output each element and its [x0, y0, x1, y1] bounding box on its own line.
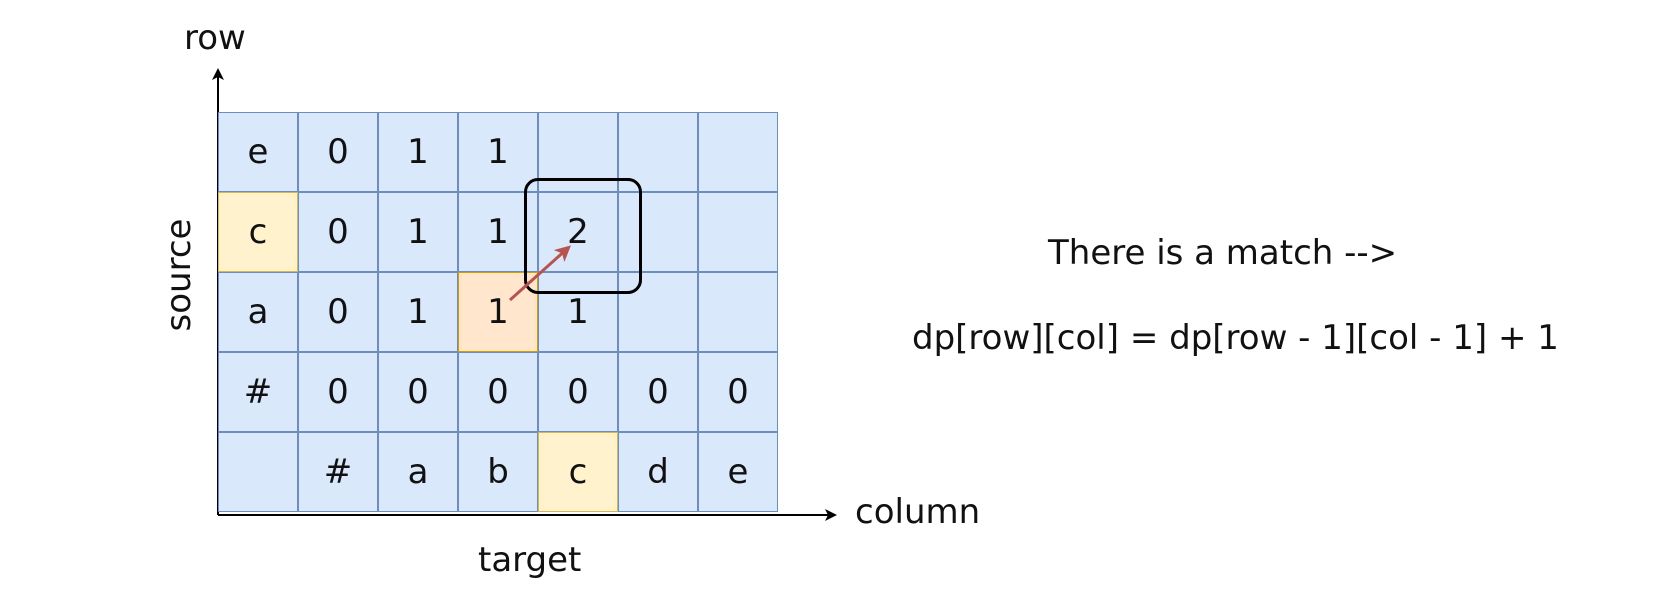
grid-cell-r2-c2: 1 [378, 272, 458, 352]
grid-cell-r2-c4: 1 [538, 272, 618, 352]
grid-cell-r0-c3: 1 [458, 112, 538, 192]
grid-cell-r0-c6 [698, 112, 778, 192]
grid-cell-r4-c2: a [378, 432, 458, 512]
grid-cell-r3-c5: 0 [618, 352, 698, 432]
grid-cell-r3-c2: 0 [378, 352, 458, 432]
grid-cell-r2-c6 [698, 272, 778, 352]
recurrence-formula: dp[row][col] = dp[row - 1][col - 1] + 1 [912, 318, 1559, 358]
grid-cell-r1-c5 [618, 192, 698, 272]
source-label: source [159, 218, 199, 332]
grid-cell-r4-c4: c [538, 432, 618, 512]
match-message: There is a match --> [1048, 233, 1398, 273]
grid-cell-r2-c5 [618, 272, 698, 352]
grid-cell-r4-c3: b [458, 432, 538, 512]
grid-cell-r4-c6: e [698, 432, 778, 512]
grid-cell-r0-c0: e [218, 112, 298, 192]
row-axis-label: row [184, 18, 246, 58]
column-axis-label: column [855, 492, 981, 532]
grid-cell-r0-c2: 1 [378, 112, 458, 192]
current-cell-focus [524, 178, 642, 294]
grid-cell-r3-c0: # [218, 352, 298, 432]
grid-cell-r1-c6 [698, 192, 778, 272]
target-label: target [478, 540, 582, 580]
grid-cell-r3-c6: 0 [698, 352, 778, 432]
grid-cell-r3-c4: 0 [538, 352, 618, 432]
grid-cell-r4-c5: d [618, 432, 698, 512]
grid-cell-r1-c0: c [218, 192, 298, 272]
grid-cell-r1-c1: 0 [298, 192, 378, 272]
grid-cell-r2-c0: a [218, 272, 298, 352]
grid-cell-r3-c3: 0 [458, 352, 538, 432]
grid-cell-r4-c1: # [298, 432, 378, 512]
grid-cell-r2-c1: 0 [298, 272, 378, 352]
grid-cell-r3-c1: 0 [298, 352, 378, 432]
grid-cell-r0-c1: 0 [298, 112, 378, 192]
grid-cell-r4-c0 [218, 432, 298, 512]
grid-cell-r1-c2: 1 [378, 192, 458, 272]
